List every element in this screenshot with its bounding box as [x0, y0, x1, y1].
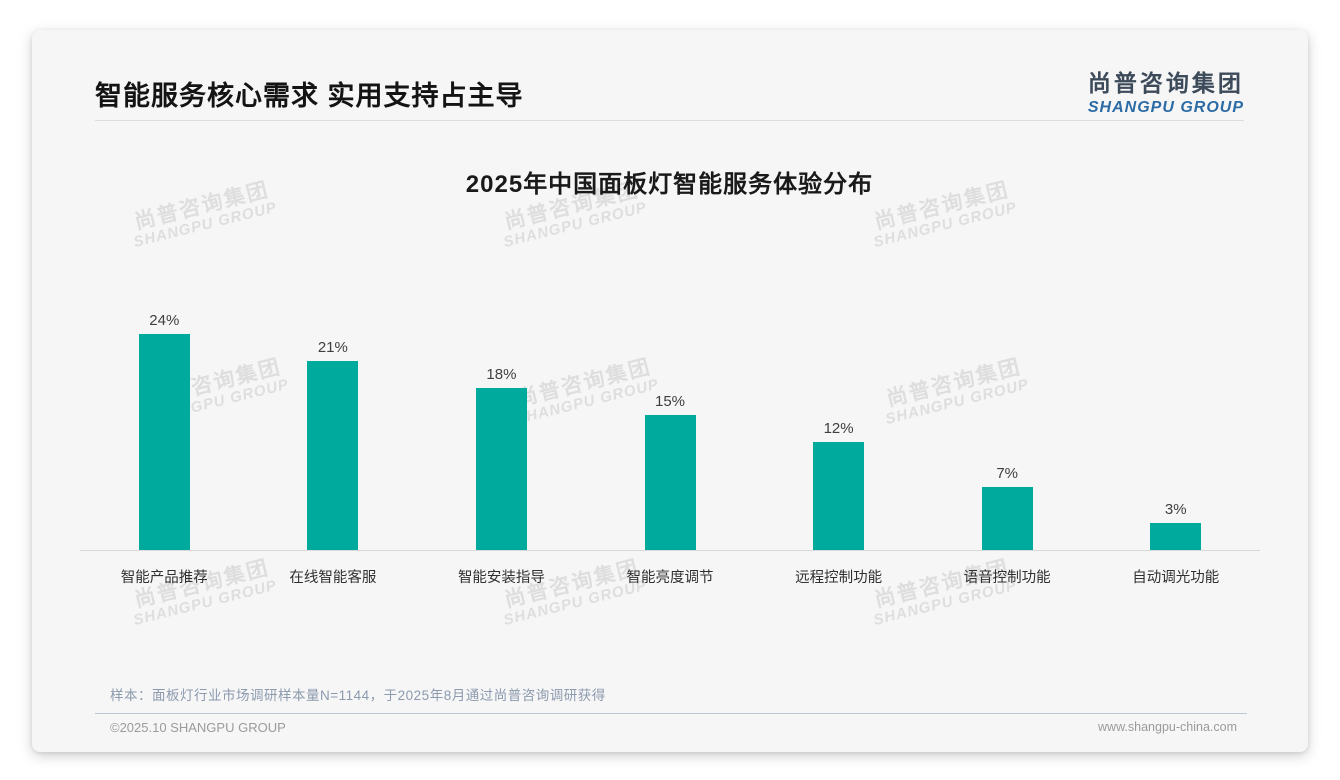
bar-value-label: 12%	[823, 420, 854, 437]
category-label: 智能安装指导	[457, 570, 545, 586]
bar-value-label: 7%	[996, 465, 1019, 482]
bar-column: 12%	[754, 306, 923, 550]
bar-chart-plot: 24% 21% 18% 15% 12% 7% 3%	[80, 306, 1260, 551]
bar-value-label: 15%	[655, 393, 686, 410]
website-url: www.shangpu-china.com	[1098, 720, 1237, 734]
category-label: 智能产品推荐	[120, 570, 208, 586]
slide-header: 智能服务核心需求 实用支持占主导 尚普咨询集团 SHANGPU GROUP	[95, 64, 1244, 117]
category-label: 自动调光功能	[1132, 570, 1220, 586]
bar	[644, 415, 696, 550]
copyright-text: ©2025.10 SHANGPU GROUP	[110, 720, 286, 735]
bar-value-label: 18%	[486, 366, 517, 383]
bar-column: 18%	[417, 306, 586, 550]
bar	[307, 361, 359, 550]
logo-chinese-text: 尚普咨询集团	[1087, 70, 1244, 96]
bar	[138, 334, 190, 550]
bar-column: 24%	[80, 306, 249, 550]
page-title: 智能服务核心需求 实用支持占主导	[95, 81, 524, 111]
category-label: 远程控制功能	[795, 570, 883, 586]
title-divider	[95, 120, 1244, 121]
category-label: 智能亮度调节	[626, 570, 714, 586]
sample-note: 样本：面板灯行业市场调研样本量N=1144，于2025年8月通过尚普咨询调研获得	[110, 688, 606, 703]
category-label: 语音控制功能	[963, 570, 1051, 586]
bar	[1150, 523, 1202, 550]
chart-title: 2025年中国面板灯智能服务体验分布	[465, 171, 874, 198]
footer-divider	[95, 713, 1247, 714]
bar-column: 7%	[923, 306, 1092, 550]
bar-column: 15%	[586, 306, 755, 550]
category-label: 在线智能客服	[289, 570, 377, 586]
company-logo: 尚普咨询集团 SHANGPU GROUP	[1088, 64, 1244, 117]
category-row: 智能产品推荐 在线智能客服 智能安装指导 智能亮度调节 远程控制功能 语音控制功能 自动调光…	[80, 566, 1260, 587]
slide-card: 尚普咨询集团 SHANGPU GROUP 尚普咨询集团 SHANGPU GROUP 尚普…	[32, 30, 1308, 752]
bar-column: 21%	[249, 306, 418, 550]
logo-english-text: SHANGPU GROUP	[1087, 99, 1244, 116]
bar	[475, 388, 527, 550]
slide-content: 智能服务核心需求 实用支持占主导 尚普咨询集团 SHANGPU GROUP 20…	[32, 30, 1308, 752]
footer: ©2025.10 SHANGPU GROUP www.shangpu-china…	[110, 720, 1237, 735]
bar	[813, 442, 865, 550]
bar-value-label: 24%	[149, 312, 180, 329]
bar	[981, 487, 1033, 550]
bar-column: 3%	[1091, 306, 1260, 550]
bar-value-label: 21%	[317, 339, 348, 356]
bar-value-label: 3%	[1164, 501, 1187, 518]
